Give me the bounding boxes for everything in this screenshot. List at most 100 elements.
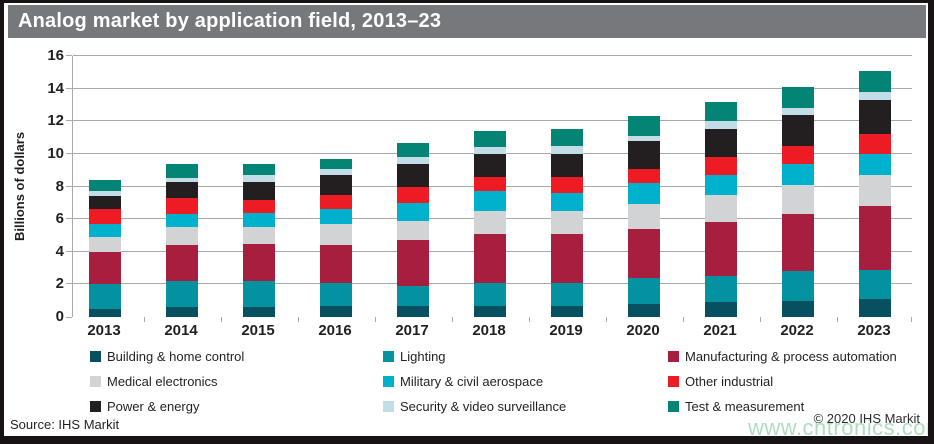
legend-label: Lighting <box>400 348 446 364</box>
legend-swatch-icon <box>668 375 679 387</box>
bar-segment <box>166 227 198 246</box>
legend-item: Power & energy <box>90 398 383 414</box>
bar-segment <box>782 87 814 109</box>
legend-item: Medical electronics <box>90 373 383 389</box>
x-tick-label: 2016 <box>318 322 352 339</box>
legend-label: Medical electronics <box>107 373 218 389</box>
x-tick <box>682 317 684 322</box>
stacked-bar-2020 <box>628 116 660 317</box>
stacked-bar-2019 <box>551 129 583 317</box>
bar-segment <box>320 158 352 169</box>
legend-swatch-icon <box>668 400 679 412</box>
bar-segment <box>628 140 660 169</box>
bar-segment <box>166 214 198 228</box>
x-tick-label: 2014 <box>164 322 198 339</box>
bar-segment <box>397 186 429 203</box>
bar-segment <box>474 153 506 177</box>
x-tick-label: 2013 <box>87 322 121 339</box>
legend-swatch-icon <box>383 375 394 387</box>
bar-segment <box>320 175 352 195</box>
bar-segment <box>89 251 121 285</box>
legend-label: Building & home control <box>107 348 245 364</box>
bar-segment <box>474 176 506 192</box>
bar-segment <box>628 204 660 229</box>
bar-segment <box>397 142 429 158</box>
chart-title-bar: Analog market by application field, 2013… <box>8 5 926 38</box>
bar-segment <box>551 129 583 146</box>
y-tick <box>66 152 72 154</box>
y-axis: 0 2 4 6 8 10 12 14 16 <box>30 48 64 325</box>
legend-swatch-icon <box>90 375 101 387</box>
bar-segment <box>243 175 275 182</box>
x-tick <box>374 317 376 322</box>
stacked-bar-2014 <box>166 163 198 317</box>
bar-segment <box>243 227 275 244</box>
bar-segment <box>320 282 352 306</box>
bar-segment <box>166 197 198 215</box>
legend-item: Manufacturing & process automation <box>668 349 897 364</box>
bar-segment <box>243 281 275 308</box>
bar-segment <box>474 147 506 154</box>
stacked-bar-2022 <box>782 87 814 317</box>
x-tick-label: 2019 <box>549 322 583 339</box>
bar-segment <box>166 181 198 198</box>
legend-swatch-icon <box>383 400 394 412</box>
stacked-bar-2015 <box>243 163 275 317</box>
legend-item: Test & measurement <box>668 398 897 414</box>
legend-swatch-icon <box>90 350 101 362</box>
gridline <box>73 55 912 56</box>
bar-segment <box>166 245 198 282</box>
y-tick-label: 12 <box>47 112 64 130</box>
y-tick-label: 2 <box>55 275 64 293</box>
legend-label: Test & measurement <box>685 398 805 414</box>
bar-segment <box>243 243 275 282</box>
y-tick-label: 16 <box>47 47 64 64</box>
stacked-bar-2023 <box>859 70 891 317</box>
bar-segment <box>705 121 737 130</box>
y-tick <box>66 185 72 187</box>
chart-title: Analog market by application field, 2013… <box>18 10 442 32</box>
x-tick-label: 2020 <box>626 322 660 339</box>
bar-segment <box>628 228 660 278</box>
bar-segment <box>320 224 352 246</box>
bar-segment <box>705 222 737 277</box>
bar-segment <box>859 175 891 207</box>
y-tick <box>66 120 72 122</box>
legend-label: Military & civil aerospace <box>400 373 544 389</box>
x-tick <box>759 317 761 322</box>
bar-segment <box>551 233 583 283</box>
bar-segment <box>782 114 814 146</box>
bar-segment <box>782 184 814 215</box>
bar-segment <box>628 116 660 136</box>
bar-segment <box>320 245 352 283</box>
bar-segment <box>859 70 891 92</box>
y-tick <box>66 317 72 318</box>
x-tick-label: 2021 <box>703 322 737 339</box>
bar-segment <box>320 305 352 317</box>
y-tick-label: 6 <box>55 210 64 228</box>
bar-segment <box>89 308 121 317</box>
stacked-bar-2021 <box>705 101 737 317</box>
bar-segment <box>243 199 275 213</box>
stacked-bar-2017 <box>397 142 429 317</box>
legend-item: Building & home control <box>90 348 383 364</box>
bar-segment <box>397 163 429 187</box>
y-tick <box>66 87 72 89</box>
x-tick-label: 2022 <box>780 322 814 339</box>
bar-segment <box>551 282 583 306</box>
bar-segment <box>705 129 737 158</box>
legend: Building & home control Lighting Manufactu… <box>90 348 897 414</box>
bar-segment <box>782 214 814 272</box>
plot-area <box>66 55 912 322</box>
bar-segment <box>551 193 583 211</box>
y-tick-label: 8 <box>55 177 64 195</box>
legend-label: Power & energy <box>107 398 200 414</box>
bar-segment <box>705 175 737 195</box>
legend-swatch-icon <box>668 350 679 362</box>
bar-segment <box>474 233 506 283</box>
bar-segment <box>859 91 891 101</box>
bar-segment <box>551 211 583 234</box>
bar-segment <box>705 101 737 122</box>
bar-segment <box>397 286 429 306</box>
